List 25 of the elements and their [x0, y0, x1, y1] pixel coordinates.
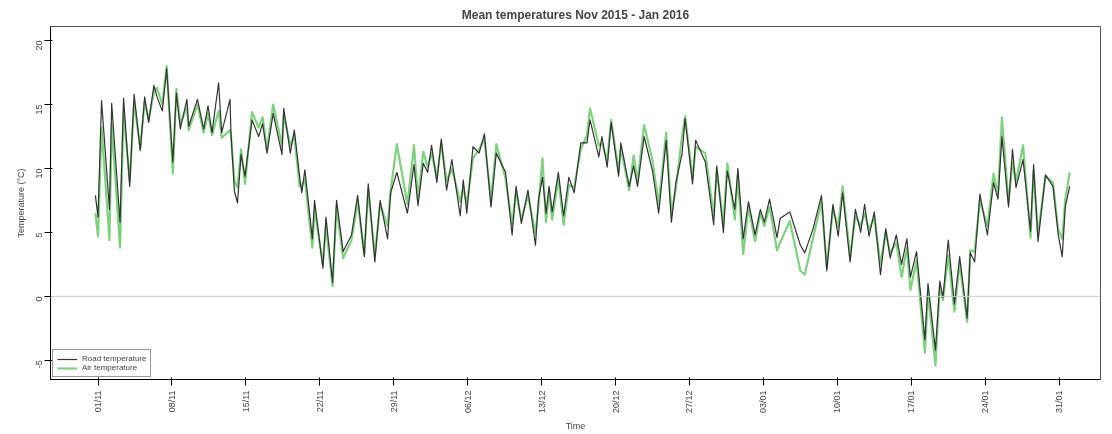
x-tick-label: 24/01: [980, 390, 991, 414]
x-axis-title: Time: [565, 421, 586, 432]
x-tick-label: 22/11: [314, 390, 325, 413]
chart-title: Mean temperatures Nov 2015 - Jan 2016: [461, 7, 690, 22]
x-tick-label: 13/12: [536, 390, 547, 414]
x-tick-label: 08/11: [166, 390, 177, 413]
x-tick-label: 10/01: [832, 390, 843, 414]
x-tick-label: 03/01: [758, 390, 769, 414]
y-tick-label: 15: [34, 104, 45, 115]
x-tick-label: 31/01: [1054, 390, 1065, 414]
y-tick-label: 0: [34, 296, 45, 302]
x-tick-label: 20/12: [610, 390, 621, 414]
legend-label: Air temperature: [82, 363, 138, 372]
x-tick-label: 01/11: [93, 390, 104, 413]
x-tick-label: 15/11: [240, 390, 251, 413]
y-axis-title: Temperature (°C): [15, 168, 26, 238]
y-tick-label: -5: [34, 360, 45, 369]
legend-label: Road temperature: [82, 354, 147, 363]
y-tick-label: 20: [34, 40, 45, 51]
x-tick-label: 17/01: [906, 390, 917, 414]
x-tick-label: 27/12: [684, 390, 695, 414]
y-tick-label: 5: [34, 232, 45, 238]
y-tick-label: 10: [34, 168, 45, 179]
x-tick-label: 06/12: [462, 390, 473, 414]
x-tick-label: 29/11: [388, 390, 399, 413]
